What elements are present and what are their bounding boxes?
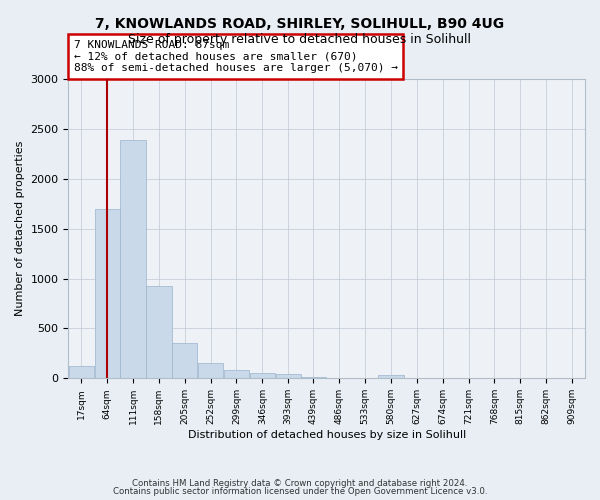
X-axis label: Distribution of detached houses by size in Solihull: Distribution of detached houses by size … [188,430,466,440]
Bar [121,140,146,378]
Y-axis label: Number of detached properties: Number of detached properties [15,141,25,316]
Bar [250,373,275,378]
Text: Size of property relative to detached houses in Solihull: Size of property relative to detached ho… [128,32,472,46]
Bar [379,376,404,378]
Bar [198,363,223,378]
Text: Contains public sector information licensed under the Open Government Licence v3: Contains public sector information licen… [113,487,487,496]
Bar [68,366,94,378]
Bar [172,344,197,378]
Bar [224,370,249,378]
Bar [146,286,172,378]
Text: Contains HM Land Registry data © Crown copyright and database right 2024.: Contains HM Land Registry data © Crown c… [132,478,468,488]
Text: 7, KNOWLANDS ROAD, SHIRLEY, SOLIHULL, B90 4UG: 7, KNOWLANDS ROAD, SHIRLEY, SOLIHULL, B9… [95,18,505,32]
Text: 7 KNOWLANDS ROAD: 87sqm
← 12% of detached houses are smaller (670)
88% of semi-d: 7 KNOWLANDS ROAD: 87sqm ← 12% of detache… [74,40,398,73]
Bar [275,374,301,378]
Bar [95,208,120,378]
